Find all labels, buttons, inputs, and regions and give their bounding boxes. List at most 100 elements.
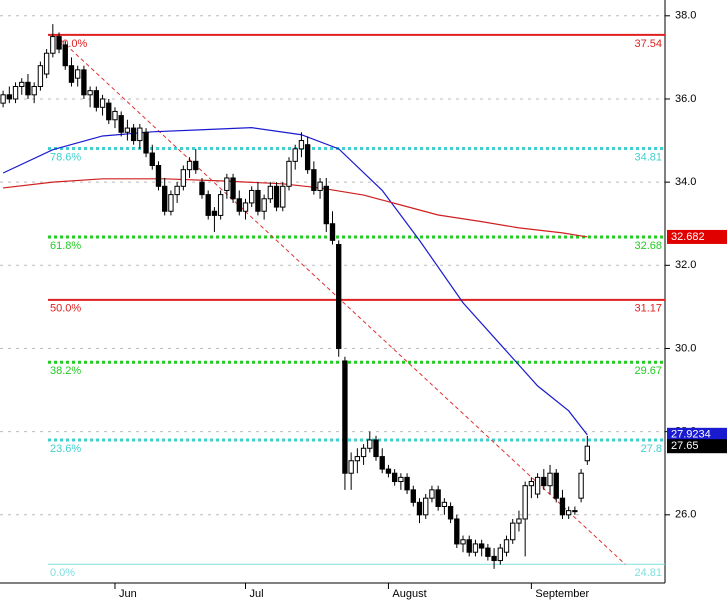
candle-body <box>385 468 392 474</box>
fib-value: 32.68 <box>634 240 662 252</box>
candle-body <box>75 69 81 79</box>
candle-body <box>317 181 323 191</box>
candle-body <box>261 198 267 212</box>
candle-body <box>224 177 230 191</box>
x-tick-label: August <box>392 588 426 600</box>
fib-label: 61.8% <box>50 240 81 252</box>
candle-body <box>280 185 286 208</box>
candle-body <box>354 456 361 462</box>
x-tick-label: Jun <box>119 588 137 600</box>
candle-body <box>541 476 547 487</box>
fib-value: 31.17 <box>634 303 662 315</box>
candle-body <box>62 44 68 67</box>
candle-body <box>292 148 298 162</box>
candle-body <box>497 547 503 562</box>
candle-body <box>236 198 242 212</box>
candle-body <box>186 160 193 171</box>
candle-body <box>205 194 211 216</box>
candle-body <box>547 472 553 487</box>
last-price-label: 27.65 <box>671 440 699 452</box>
candle-body <box>199 181 205 196</box>
candle-body <box>106 102 112 121</box>
candle-body <box>311 169 317 191</box>
candle-body <box>19 81 25 87</box>
fib-label: 38.2% <box>50 365 81 377</box>
candle-body <box>429 489 435 499</box>
candle-body <box>43 52 50 75</box>
candle-body <box>37 65 44 87</box>
candle-body <box>93 90 100 108</box>
candle-body <box>112 110 118 121</box>
candle-body <box>6 94 12 100</box>
y-tick-label: 36.0 <box>675 93 696 105</box>
fib-value: 34.81 <box>634 151 662 163</box>
candle-body <box>155 165 162 187</box>
candle-body <box>510 522 516 541</box>
candle-body <box>99 98 106 108</box>
candle-body <box>304 144 311 171</box>
candle-body <box>360 447 367 458</box>
y-tick-label: 38.0 <box>675 10 696 22</box>
candle-body <box>211 210 218 216</box>
candle-body <box>168 194 174 212</box>
candle-body <box>584 445 590 462</box>
candle-body <box>373 439 379 458</box>
candle-body <box>180 169 187 187</box>
candle-body <box>0 94 6 104</box>
ma-price-box <box>667 229 727 244</box>
candle-body <box>460 539 466 545</box>
ma-price-label: 27.9234 <box>671 429 711 441</box>
candle-body <box>348 460 354 474</box>
fib-label: 23.6% <box>50 443 81 455</box>
candle-body <box>87 90 93 96</box>
candle-body <box>435 489 441 507</box>
y-tick-label: 32.0 <box>675 259 696 271</box>
candle-body <box>273 185 280 208</box>
candle-body <box>118 115 124 133</box>
candle-body <box>242 202 249 212</box>
x-tick-label: Jul <box>249 588 263 600</box>
candle-body <box>441 501 448 507</box>
candle-body <box>447 505 454 520</box>
candle-body <box>255 189 261 212</box>
ma-price-box <box>667 427 727 442</box>
candle-body <box>516 518 522 524</box>
candle-body <box>143 131 149 154</box>
candle-body <box>342 360 348 474</box>
candle-body <box>174 185 180 196</box>
fib-label: 78.6% <box>50 151 81 163</box>
candle-body <box>124 127 131 133</box>
candle-body <box>528 481 535 487</box>
candle-body <box>478 543 485 549</box>
candle-body <box>249 189 255 204</box>
candle-body <box>565 510 572 516</box>
candle-body <box>404 476 410 491</box>
candle-body <box>379 456 385 470</box>
fib-label: 50.0% <box>50 303 81 315</box>
fib-value: 24.81 <box>634 567 662 579</box>
candle-body <box>149 152 155 167</box>
ma-price-label: 32.682 <box>671 231 705 243</box>
candle-body <box>162 185 168 212</box>
candle-body <box>298 140 305 150</box>
fib-label: 0.0% <box>50 567 75 579</box>
candle-body <box>522 485 528 520</box>
candle-body <box>12 85 19 100</box>
moving-average <box>2 127 588 436</box>
y-tick-label: 34.0 <box>675 176 696 188</box>
y-tick-label: 26.0 <box>675 509 696 521</box>
candle-body <box>491 555 497 562</box>
candle-body <box>217 194 224 216</box>
candle-body <box>286 160 292 187</box>
candle-body <box>578 472 584 499</box>
candle-body <box>466 539 472 553</box>
candle-body <box>423 497 429 516</box>
candle-body <box>472 543 479 553</box>
candle-body <box>130 127 137 142</box>
candle-body <box>137 127 143 142</box>
candle-body <box>410 489 416 503</box>
candle-body <box>323 185 329 225</box>
candle-body <box>559 497 566 516</box>
